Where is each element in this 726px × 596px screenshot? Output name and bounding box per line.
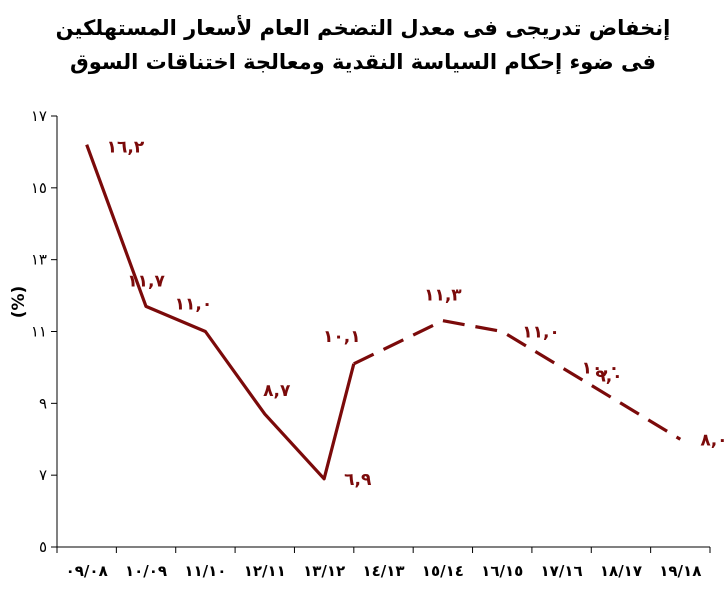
x-tick-label: ١٧/١٦ — [541, 562, 583, 580]
data-label: ٨,٧ — [263, 381, 291, 401]
y-tick-label: ١٧ — [31, 107, 47, 125]
chart-subtitle: فى ضوء إحكام السياسة النقدية ومعالجة اخت… — [69, 50, 657, 74]
x-tick-label: ١٩/١٨ — [659, 562, 701, 580]
x-tick-label: ١٢/١١ — [244, 562, 286, 580]
x-tick-label: ١٣/١٢ — [303, 562, 345, 580]
chart-title: إنخفاض تدريجى فى معدل التضخم العام لأسعا… — [55, 16, 671, 40]
x-tick-label: ١٤/١٣ — [362, 562, 404, 580]
y-tick-label: ٩ — [39, 394, 47, 412]
y-axis-label: (%) — [9, 286, 29, 319]
x-tick-label: ١٦/١٥ — [481, 562, 523, 580]
y-tick-label: ١٣ — [31, 251, 47, 269]
y-tick-label: ١١ — [31, 323, 47, 341]
y-tick-label: ٥ — [39, 538, 47, 556]
data-label: ١١,٠ — [175, 295, 213, 315]
x-tick-label: ١٨/١٧ — [600, 562, 642, 580]
data-label: ١١,٣ — [424, 286, 462, 306]
data-label: ٨,٠ — [700, 430, 726, 450]
x-tick-label: ١٠/٠٩ — [125, 562, 167, 580]
data-label: ١١,٧ — [127, 271, 165, 291]
series-line-projected — [353, 319, 682, 441]
series-line-actual — [85, 144, 356, 481]
x-tick-label: ١٥/١٤ — [422, 562, 464, 580]
data-label: ١٠,٠ — [582, 358, 620, 378]
data-label: ١١,٠ — [522, 323, 560, 343]
data-label: ٦,٩ — [344, 470, 372, 490]
data-label: ١٠,١ — [323, 327, 361, 347]
data-label: ١٦,٢ — [107, 138, 145, 158]
x-tick-label: ١١/١٠ — [184, 562, 226, 580]
y-tick-label: ١٥ — [31, 179, 47, 197]
y-tick-label: ٧ — [39, 466, 47, 484]
x-tick-label: ٠٩/٠٨ — [66, 562, 108, 580]
data-label: ٩,٠ — [595, 366, 622, 386]
